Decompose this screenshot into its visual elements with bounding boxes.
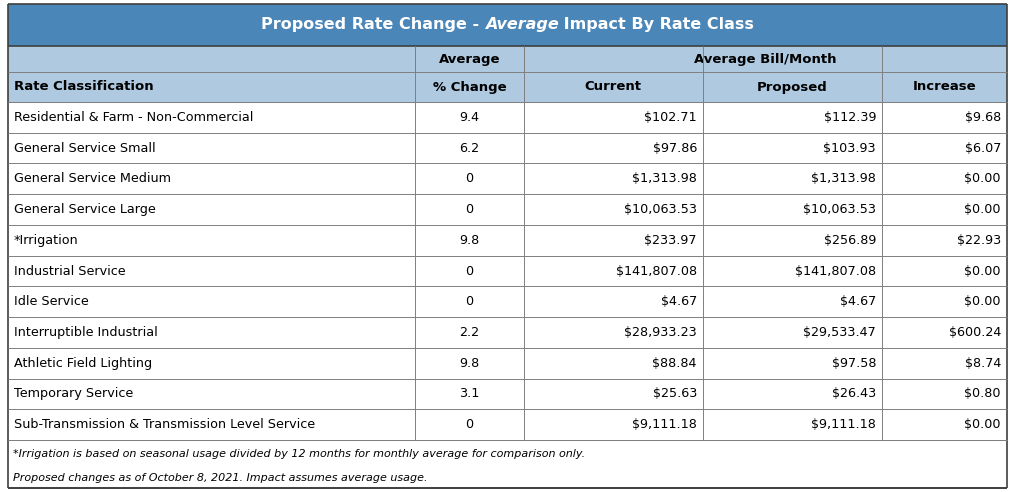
Text: Sub-Transmission & Transmission Level Service: Sub-Transmission & Transmission Level Se… [14, 418, 315, 431]
Text: $0.00: $0.00 [964, 172, 1001, 185]
Text: *Irrigation: *Irrigation [14, 234, 79, 247]
Text: 0: 0 [466, 418, 474, 431]
Text: Impact By Rate Class: Impact By Rate Class [558, 18, 754, 32]
Text: $600.24: $600.24 [949, 326, 1001, 339]
Bar [8, 72, 1007, 102]
Bar [8, 256, 1007, 286]
Text: Average: Average [438, 53, 500, 65]
Text: General Service Medium: General Service Medium [14, 172, 171, 185]
Text: $102.71: $102.71 [645, 111, 697, 124]
Text: Increase: Increase [912, 81, 976, 93]
Text: Industrial Service: Industrial Service [14, 265, 126, 277]
Bar [8, 378, 1007, 409]
Text: 0: 0 [466, 203, 474, 216]
Text: $0.00: $0.00 [964, 295, 1001, 308]
Text: $9,111.18: $9,111.18 [811, 418, 876, 431]
Text: Current: Current [585, 81, 641, 93]
Text: $10,063.53: $10,063.53 [624, 203, 697, 216]
Text: Interruptible Industrial: Interruptible Industrial [14, 326, 157, 339]
Text: $0.00: $0.00 [964, 203, 1001, 216]
Bar [8, 4, 1007, 46]
Text: Proposed Rate Change -: Proposed Rate Change - [261, 18, 484, 32]
Text: $1,313.98: $1,313.98 [811, 172, 876, 185]
Bar [8, 102, 1007, 133]
Text: $9,111.18: $9,111.18 [632, 418, 697, 431]
Text: $22.93: $22.93 [957, 234, 1001, 247]
Text: $9.68: $9.68 [964, 111, 1001, 124]
Text: General Service Large: General Service Large [14, 203, 155, 216]
Text: $25.63: $25.63 [653, 387, 697, 400]
Text: $97.58: $97.58 [831, 357, 876, 369]
Text: Temporary Service: Temporary Service [14, 387, 133, 400]
Text: $0.80: $0.80 [964, 387, 1001, 400]
Text: Proposed: Proposed [757, 81, 828, 93]
Text: Athletic Field Lighting: Athletic Field Lighting [14, 357, 152, 369]
Text: $256.89: $256.89 [824, 234, 876, 247]
Bar [8, 348, 1007, 378]
Bar [8, 133, 1007, 163]
Text: $26.43: $26.43 [832, 387, 876, 400]
Text: $1,313.98: $1,313.98 [632, 172, 697, 185]
Text: 9.4: 9.4 [460, 111, 479, 124]
Text: 9.8: 9.8 [460, 234, 480, 247]
Text: 2.2: 2.2 [460, 326, 479, 339]
Bar [8, 317, 1007, 348]
Text: General Service Small: General Service Small [14, 142, 155, 154]
Text: *Irrigation is based on seasonal usage divided by 12 months for monthly average : *Irrigation is based on seasonal usage d… [13, 449, 585, 460]
Text: Idle Service: Idle Service [14, 295, 88, 308]
Text: 0: 0 [466, 295, 474, 308]
Bar [8, 225, 1007, 256]
Bar [8, 163, 1007, 194]
Text: $233.97: $233.97 [645, 234, 697, 247]
Text: 3.1: 3.1 [460, 387, 480, 400]
Text: $4.67: $4.67 [661, 295, 697, 308]
Bar [8, 409, 1007, 440]
Text: $0.00: $0.00 [964, 418, 1001, 431]
Text: Average Bill/Month: Average Bill/Month [694, 53, 836, 65]
Text: % Change: % Change [432, 81, 506, 93]
Text: 6.2: 6.2 [460, 142, 479, 154]
Text: 0: 0 [466, 265, 474, 277]
Text: $103.93: $103.93 [823, 142, 876, 154]
Bar [8, 194, 1007, 225]
Text: $141,807.08: $141,807.08 [616, 265, 697, 277]
Text: $10,063.53: $10,063.53 [803, 203, 876, 216]
Text: 0: 0 [466, 172, 474, 185]
Text: Proposed changes as of October 8, 2021. Impact assumes average usage.: Proposed changes as of October 8, 2021. … [13, 473, 427, 484]
Text: $8.74: $8.74 [964, 357, 1001, 369]
Text: $141,807.08: $141,807.08 [795, 265, 876, 277]
Text: Residential & Farm - Non-Commercial: Residential & Farm - Non-Commercial [14, 111, 254, 124]
Text: $6.07: $6.07 [964, 142, 1001, 154]
Text: Average: Average [484, 18, 558, 32]
Bar [8, 440, 1007, 488]
Text: $4.67: $4.67 [839, 295, 876, 308]
Text: $29,533.47: $29,533.47 [804, 326, 876, 339]
Text: Rate Classification: Rate Classification [14, 81, 153, 93]
Text: $112.39: $112.39 [823, 111, 876, 124]
Text: $28,933.23: $28,933.23 [624, 326, 697, 339]
Text: 9.8: 9.8 [460, 357, 480, 369]
Text: $97.86: $97.86 [653, 142, 697, 154]
Text: $88.84: $88.84 [653, 357, 697, 369]
Text: $0.00: $0.00 [964, 265, 1001, 277]
Bar [8, 46, 1007, 72]
Bar [8, 286, 1007, 317]
